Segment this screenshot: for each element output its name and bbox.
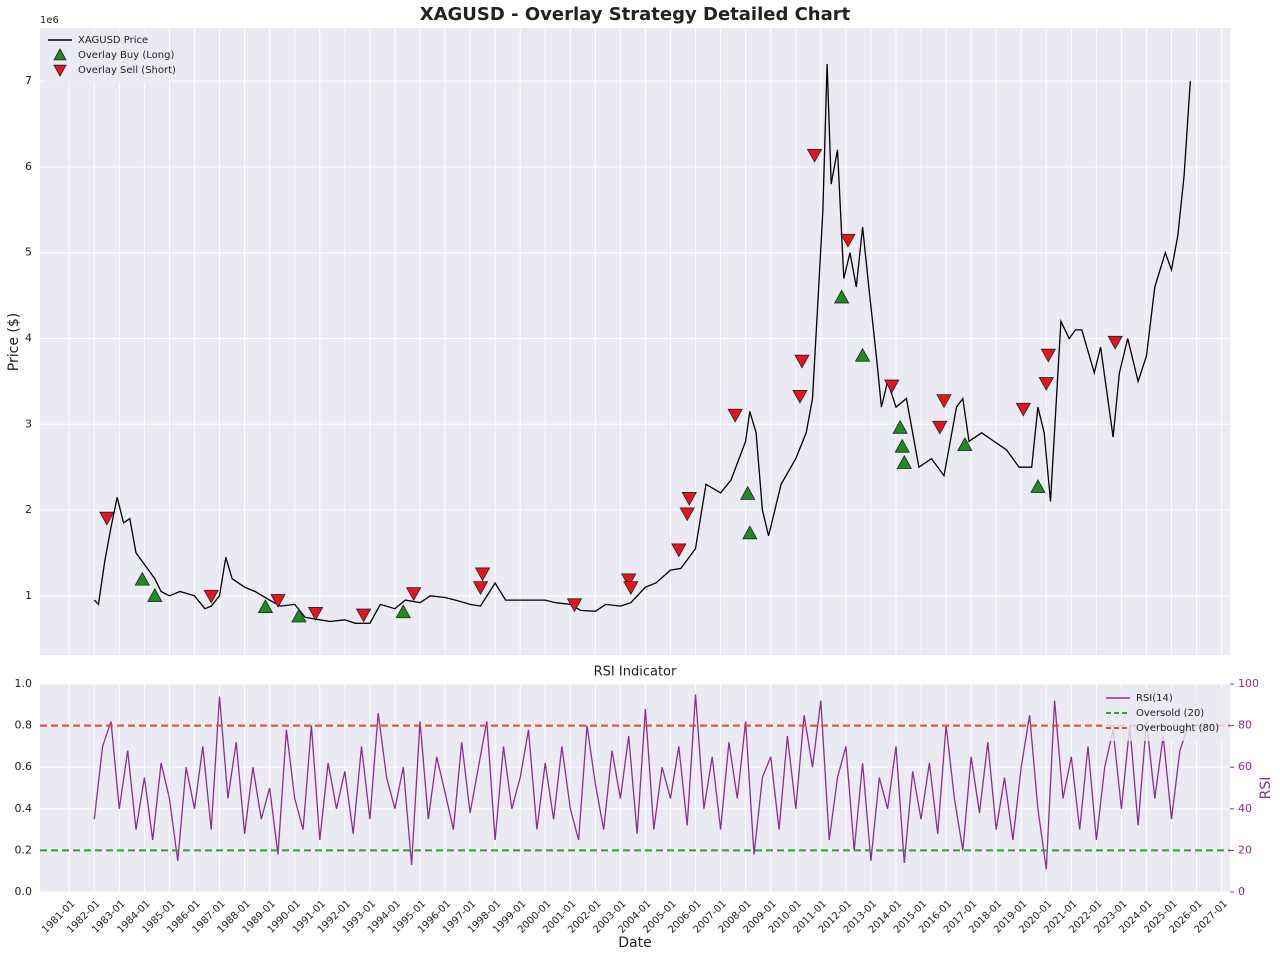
sell-marker (203, 589, 219, 604)
data-line (93, 63, 1191, 624)
legend-label: Overlay Sell (Short) (78, 65, 176, 76)
y2-tick-label: 100 (1238, 677, 1259, 690)
buy-marker (834, 289, 850, 304)
sell-marker (474, 567, 491, 582)
x-axis-label: Date (618, 935, 651, 951)
y-tick-label: 0.6 (15, 760, 33, 773)
sell-marker (472, 581, 489, 596)
y-tick-label: 7 (25, 74, 32, 87)
legend-label: Overbought (80) (1136, 723, 1219, 734)
sell-marker (671, 543, 687, 558)
sell-marker (1107, 335, 1123, 350)
sell-marker (936, 394, 952, 409)
sell-marker (884, 379, 900, 394)
sell-marker (566, 598, 583, 613)
sell-marker (794, 354, 810, 369)
y2-tick-label: 60 (1238, 760, 1252, 773)
legend-label: Oversold (20) (1136, 708, 1204, 719)
buy-marker (395, 604, 411, 619)
sell-marker (1040, 348, 1057, 363)
buy-marker (291, 608, 307, 623)
sell-marker (681, 492, 697, 506)
buy-marker (894, 438, 910, 453)
sell-marker (621, 573, 637, 588)
legend-box (1102, 688, 1224, 741)
price-plot-area (40, 28, 1230, 655)
legend-label: Overlay Buy (Long) (78, 50, 174, 61)
buy-marker (896, 455, 912, 469)
buy-marker (134, 571, 150, 586)
sell-marker (623, 581, 639, 596)
y-axis-label: Price ($) (6, 313, 22, 371)
sell-marker (806, 148, 823, 163)
y2-tick-label: 0 (1238, 885, 1245, 898)
buy-marker (257, 599, 274, 613)
y-tick-label: 2 (25, 503, 32, 516)
y2-axis-label: RSI (1258, 777, 1274, 800)
y-tick-label: 6 (25, 160, 32, 173)
y-tick-label: 5 (25, 246, 32, 259)
offset-label: 1e6 (40, 15, 59, 26)
legend-marker (53, 64, 67, 77)
chart-title: XAGUSD - Overlay Strategy Detailed Chart (420, 4, 851, 25)
rsi-plot-area (40, 684, 1230, 892)
data-line (93, 694, 1189, 870)
y-tick-label: 4 (25, 331, 32, 344)
y2-tick-label: 40 (1238, 802, 1252, 815)
y-tick-label: 0.0 (15, 885, 33, 898)
y-tick-label: 1.0 (15, 677, 33, 690)
buy-marker (957, 437, 973, 451)
legend-label: XAGUSD Price (78, 35, 148, 46)
sell-marker (99, 511, 115, 526)
rsi-title: RSI Indicator (594, 665, 677, 680)
y2-tick-label: 20 (1238, 843, 1252, 856)
y-tick-label: 0.2 (15, 843, 33, 856)
buy-marker (854, 347, 871, 362)
y2-tick-label: 80 (1238, 719, 1252, 732)
sell-marker (270, 594, 286, 608)
legend-label: RSI(14) (1136, 693, 1173, 704)
sell-marker (307, 606, 324, 621)
sell-marker (1015, 402, 1031, 417)
sell-marker (355, 608, 372, 623)
sell-marker (840, 233, 856, 248)
y-tick-label: 0.4 (15, 802, 33, 815)
y-tick-label: 3 (25, 417, 32, 430)
sell-marker (727, 408, 743, 423)
sell-marker (406, 587, 422, 602)
buy-marker (1030, 479, 1046, 493)
buy-marker (147, 587, 163, 602)
y-tick-label: 1 (25, 589, 32, 602)
legend-marker (53, 48, 67, 61)
buy-marker (740, 485, 756, 500)
sell-marker (932, 420, 948, 435)
sell-marker (679, 507, 695, 522)
buy-marker (742, 525, 758, 540)
y-tick-label: 0.8 (15, 719, 33, 732)
legend-box (44, 30, 169, 83)
sell-marker (1038, 377, 1054, 391)
sell-marker (792, 389, 808, 404)
buy-marker (892, 419, 908, 434)
